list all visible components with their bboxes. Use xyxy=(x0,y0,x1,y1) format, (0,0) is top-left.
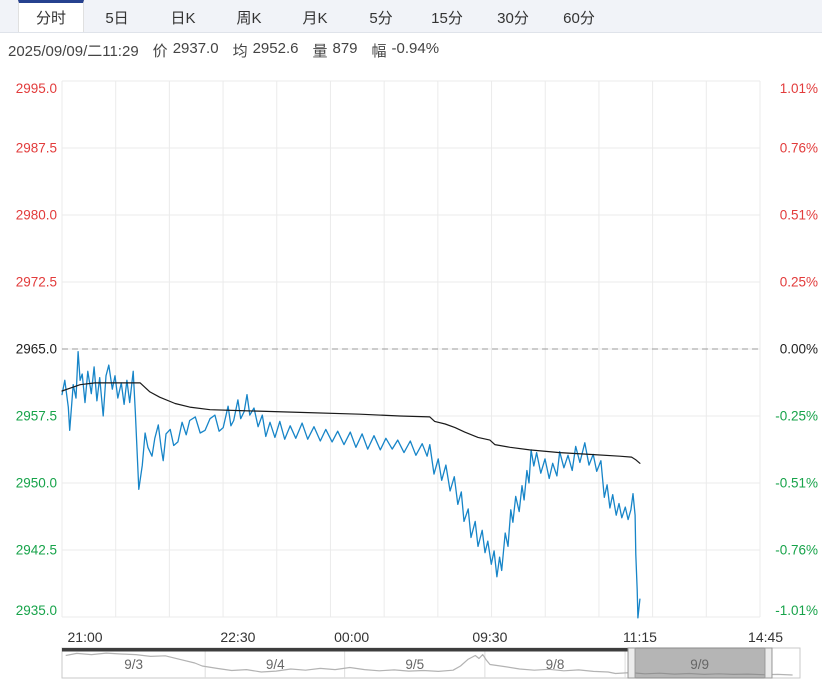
quote-info-bar: 2025/09/09/二11:29 价 2937.0 均 2952.6 量 87… xyxy=(8,38,453,62)
period-tabbar: 分时 5日 日K 周K 月K 5分 15分 30分 60分 xyxy=(0,0,822,33)
left-tick-2987.5: 2987.5 xyxy=(16,141,57,156)
navigator-handle-left[interactable] xyxy=(627,647,636,679)
price-label: 价 xyxy=(152,42,168,60)
date-navigator: 9/3 9/4 9/5 9/8 9/9 xyxy=(61,647,801,679)
right-tick--0.25%: -0.25% xyxy=(775,409,818,424)
price-value: 2937.0 xyxy=(172,39,219,57)
tab-分时[interactable]: 分时 xyxy=(18,0,84,32)
series-line-均价 xyxy=(61,382,641,464)
avg-label: 均 xyxy=(232,42,248,60)
left-tick-2942.5: 2942.5 xyxy=(16,543,57,558)
tab-5分[interactable]: 5分 xyxy=(369,10,393,27)
left-tick-2995.0: 2995.0 xyxy=(16,81,57,96)
right-tick--0.76%: -0.76% xyxy=(775,543,818,558)
x-tick-21:00: 21:00 xyxy=(68,629,103,645)
navigator-section-9/4[interactable]: 9/4 xyxy=(266,657,285,672)
chart-plot-area[interactable] xyxy=(62,81,760,617)
x-tick-00:00: 00:00 xyxy=(334,629,369,645)
navigator-selection[interactable] xyxy=(627,647,773,679)
change-value: -0.94% xyxy=(391,39,440,57)
right-axis-labels: 1.01% 0.76% 0.51% 0.25% 0.00% -0.25% -0.51% -0.… xyxy=(775,81,818,618)
right-tick-0.76%: 0.76% xyxy=(780,141,818,156)
x-tick-09:30: 09:30 xyxy=(472,629,507,645)
change-label: 幅 xyxy=(371,42,387,60)
left-tick-2935.0: 2935.0 xyxy=(16,603,57,618)
tab-30分[interactable]: 30分 xyxy=(497,10,529,27)
tab-日K[interactable]: 日K xyxy=(170,10,196,27)
right-tick-0.25%: 0.25% xyxy=(780,275,818,290)
left-tick-2957.5: 2957.5 xyxy=(16,409,57,424)
right-tick-0.51%: 0.51% xyxy=(780,208,818,223)
quote-price: 价 2937.0 xyxy=(153,40,219,61)
x-tick-11:15: 11:15 xyxy=(623,629,657,645)
navigator-progress-bar xyxy=(62,648,629,652)
quote-change: 幅 -0.94% xyxy=(372,40,440,61)
left-axis-labels: 2995.0 2987.5 2980.0 2972.5 2965.0 2957.5 2950… xyxy=(16,81,57,618)
volume-value: 879 xyxy=(332,39,358,57)
x-axis-labels: 21:00 22:30 00:00 09:30 11:15 14:45 xyxy=(68,629,784,645)
tab-周K[interactable]: 周K xyxy=(236,10,262,27)
tab-60分[interactable]: 60分 xyxy=(563,10,595,27)
series-line-价格 xyxy=(61,351,641,619)
navigator-handle-right[interactable] xyxy=(764,647,773,679)
x-tick-14:45: 14:45 xyxy=(748,629,783,645)
navigator-section-9/3[interactable]: 9/3 xyxy=(124,657,143,672)
left-tick-2950.0: 2950.0 xyxy=(16,476,57,491)
navigator-section-9/5[interactable]: 9/5 xyxy=(405,657,424,672)
navigator-section-9/9[interactable]: 9/9 xyxy=(690,657,709,672)
x-tick-22:30: 22:30 xyxy=(220,629,255,645)
right-tick--0.51%: -0.51% xyxy=(775,476,818,491)
quote-datetime: 2025/09/09/二11:29 xyxy=(8,42,139,60)
right-tick-0.00%: 0.00% xyxy=(780,342,818,357)
navigator-section-9/8[interactable]: 9/8 xyxy=(546,657,565,672)
left-tick-2965.0: 2965.0 xyxy=(16,342,57,357)
right-tick--1.01%: -1.01% xyxy=(775,603,818,618)
quote-average: 均 2952.6 xyxy=(233,40,299,61)
avg-value: 2952.6 xyxy=(252,39,299,57)
left-tick-2980.0: 2980.0 xyxy=(16,208,57,223)
tab-15分[interactable]: 15分 xyxy=(431,10,463,27)
quote-volume: 量 879 xyxy=(312,40,357,61)
volume-label: 量 xyxy=(312,42,328,60)
tab-5日[interactable]: 5日 xyxy=(105,10,129,27)
left-tick-2972.5: 2972.5 xyxy=(16,275,57,290)
right-tick-1.01%: 1.01% xyxy=(780,81,818,96)
tab-月K[interactable]: 月K xyxy=(302,10,328,27)
